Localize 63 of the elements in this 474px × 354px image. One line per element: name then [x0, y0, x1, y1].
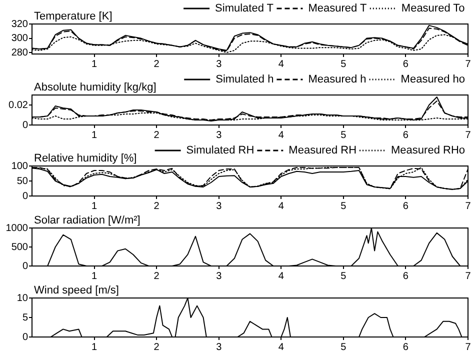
y-tick-label: 300: [11, 33, 28, 44]
y-tick-label: 0: [22, 120, 28, 131]
x-tick-label: 2: [154, 200, 160, 212]
x-tick-label: 5: [340, 200, 347, 212]
x-tick-label: 5: [340, 58, 347, 70]
x-tick-label: 4: [278, 270, 284, 282]
x-tick-label: 2: [154, 342, 160, 353]
x-tick-label: 5: [340, 130, 347, 141]
x-tick-label: 7: [465, 270, 472, 282]
y-tick-label: 320: [11, 18, 28, 30]
legend-label: Simulated T: [215, 2, 274, 15]
legend-label: Measured h: [308, 74, 366, 86]
x-tick-label: 3: [216, 200, 222, 212]
y-tick-label: 100: [11, 160, 28, 172]
x-tick-label: 3: [216, 130, 222, 141]
x-tick-label: 3: [216, 270, 222, 282]
chart-title: Temperature [K]: [34, 10, 112, 23]
y-tick-label: 10: [16, 292, 28, 304]
legend-label: Measured RH: [288, 144, 357, 157]
x-tick-label: 3: [216, 58, 222, 70]
chart-title: Relative humidity [%]: [34, 152, 137, 165]
y-tick-label: 0: [22, 190, 28, 202]
x-tick-label: 6: [402, 270, 409, 282]
x-tick-label: 5: [340, 342, 347, 353]
x-tick-label: 2: [154, 130, 160, 141]
y-tick-label: 5: [22, 312, 28, 324]
legend-label: Measured ho: [400, 74, 466, 86]
y-tick-label: 0: [22, 332, 28, 343]
x-tick-label: 7: [465, 200, 472, 212]
x-tick-label: 1: [92, 270, 98, 282]
x-tick-label: 1: [92, 58, 98, 70]
x-tick-label: 6: [402, 58, 409, 70]
x-tick-label: 2: [154, 270, 160, 282]
x-tick-label: 4: [278, 130, 284, 141]
x-tick-label: 7: [465, 130, 472, 141]
y-tick-label: 0.02: [8, 100, 28, 111]
x-tick-label: 4: [278, 342, 284, 353]
chart-title: Wind speed [m/s]: [34, 284, 119, 297]
x-tick-label: 1: [92, 130, 98, 141]
legend-label: Measured To: [401, 2, 465, 15]
y-tick-label: 1000: [6, 222, 28, 234]
x-tick-label: 4: [278, 58, 284, 70]
legend-label: Simulated h: [216, 74, 274, 86]
x-tick-label: 7: [465, 58, 472, 70]
x-tick-label: 4: [278, 200, 284, 212]
y-tick-label: 0: [22, 260, 28, 272]
x-tick-label: 3: [216, 342, 222, 353]
x-tick-label: 2: [154, 58, 160, 70]
x-tick-label: 6: [402, 342, 409, 353]
legend-label: Measured RHo: [391, 144, 466, 157]
x-tick-label: 7: [465, 342, 472, 353]
chart-title: Absolute humidity [kg/kg]: [34, 82, 156, 94]
legend-label: Measured T: [308, 2, 367, 15]
x-tick-label: 1: [92, 200, 98, 212]
x-tick-label: 1: [92, 342, 98, 353]
chart-title: Solar radiation [W/m²]: [34, 214, 140, 227]
x-tick-label: 6: [402, 130, 409, 141]
y-tick-label: 50: [16, 176, 28, 187]
x-tick-label: 5: [340, 270, 347, 282]
x-tick-label: 6: [402, 200, 409, 212]
y-tick-label: 500: [11, 242, 28, 253]
legend-label: Simulated RH: [186, 144, 254, 157]
y-tick-label: 280: [11, 47, 28, 58]
